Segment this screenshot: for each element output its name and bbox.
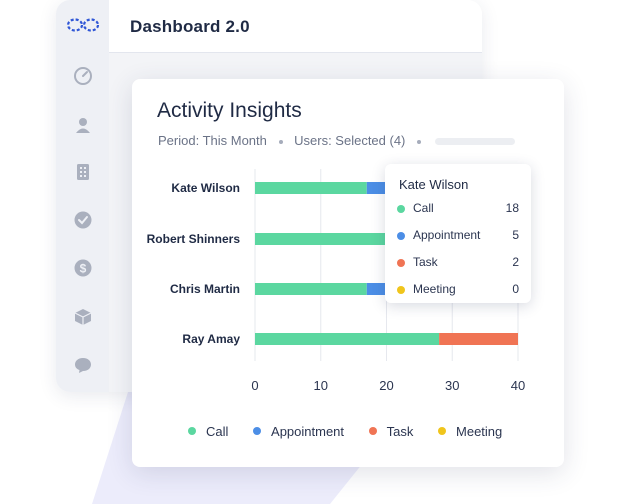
speedometer-icon[interactable] — [73, 66, 93, 86]
activity-bar-chart: 0 10 20 30 40 Kate Wilson Robert Shinners Chris… — [147, 169, 525, 393]
x-tick-label: 20 — [379, 378, 393, 393]
tooltip-dot — [397, 232, 405, 240]
users-filter[interactable]: Users: Selected (4) — [294, 133, 406, 148]
tooltip-row-call: Call 18 — [397, 201, 519, 217]
separator-dot — [278, 139, 283, 144]
chat-icon[interactable] — [73, 355, 93, 375]
bar-segment — [439, 333, 518, 345]
dollar-icon[interactable]: $ — [73, 258, 93, 278]
bar-segment — [255, 182, 367, 194]
tooltip-row-appointment: Appointment 5 — [397, 228, 519, 244]
legend-item-task[interactable]: Task — [368, 424, 413, 439]
category-label: Robert Shinners — [147, 232, 241, 246]
category-label: Kate Wilson — [171, 181, 240, 195]
bar-segment — [366, 283, 387, 295]
bar-segment — [255, 233, 387, 245]
x-tick-label: 30 — [445, 378, 459, 393]
separator-dot — [417, 139, 422, 144]
filters-row: Period: This Month Users: Selected (4) — [158, 133, 515, 148]
legend-dot — [368, 427, 377, 435]
chart-legend: Call Appointment Task Meeting — [188, 424, 523, 439]
page-title: Dashboard 2.0 — [130, 17, 250, 36]
legend-item-appointment[interactable]: Appointment — [253, 424, 344, 439]
sidebar: $ — [56, 0, 109, 392]
filter-placeholder — [434, 138, 515, 146]
tooltip-title: Kate Wilson — [399, 177, 469, 192]
tooltip-dot — [397, 286, 405, 294]
x-tick-label: 0 — [251, 378, 258, 393]
legend-item-meeting[interactable]: Meeting — [438, 424, 502, 439]
box-icon[interactable] — [73, 307, 93, 327]
header — [109, 0, 482, 53]
logo-icon — [66, 18, 100, 32]
user-icon[interactable] — [73, 115, 93, 135]
building-icon[interactable] — [73, 162, 93, 182]
svg-text:$: $ — [80, 262, 87, 276]
legend-dot — [253, 427, 262, 435]
chart-tooltip: Kate Wilson Call 18 Appointment 5 Task 2… — [385, 164, 531, 303]
legend-dot — [188, 427, 196, 435]
tooltip-dot — [397, 205, 405, 213]
check-circle-icon[interactable] — [73, 210, 93, 230]
x-tick-label: 10 — [314, 378, 328, 393]
legend-dot — [438, 427, 447, 435]
period-filter[interactable]: Period: This Month — [158, 133, 267, 148]
tooltip-dot — [397, 259, 405, 267]
legend-item-call[interactable]: Call — [188, 424, 228, 439]
bar-segment — [366, 182, 387, 194]
category-label: Chris Martin — [170, 282, 240, 296]
x-tick-label: 40 — [511, 378, 525, 393]
bar-segment — [255, 333, 440, 345]
category-label: Ray Amay — [182, 332, 240, 346]
bar-segment — [255, 283, 367, 295]
card-title: Activity Insights — [157, 99, 302, 122]
tooltip-row-task: Task 2 — [397, 255, 519, 271]
tooltip-row-meeting: Meeting 0 — [397, 282, 519, 298]
